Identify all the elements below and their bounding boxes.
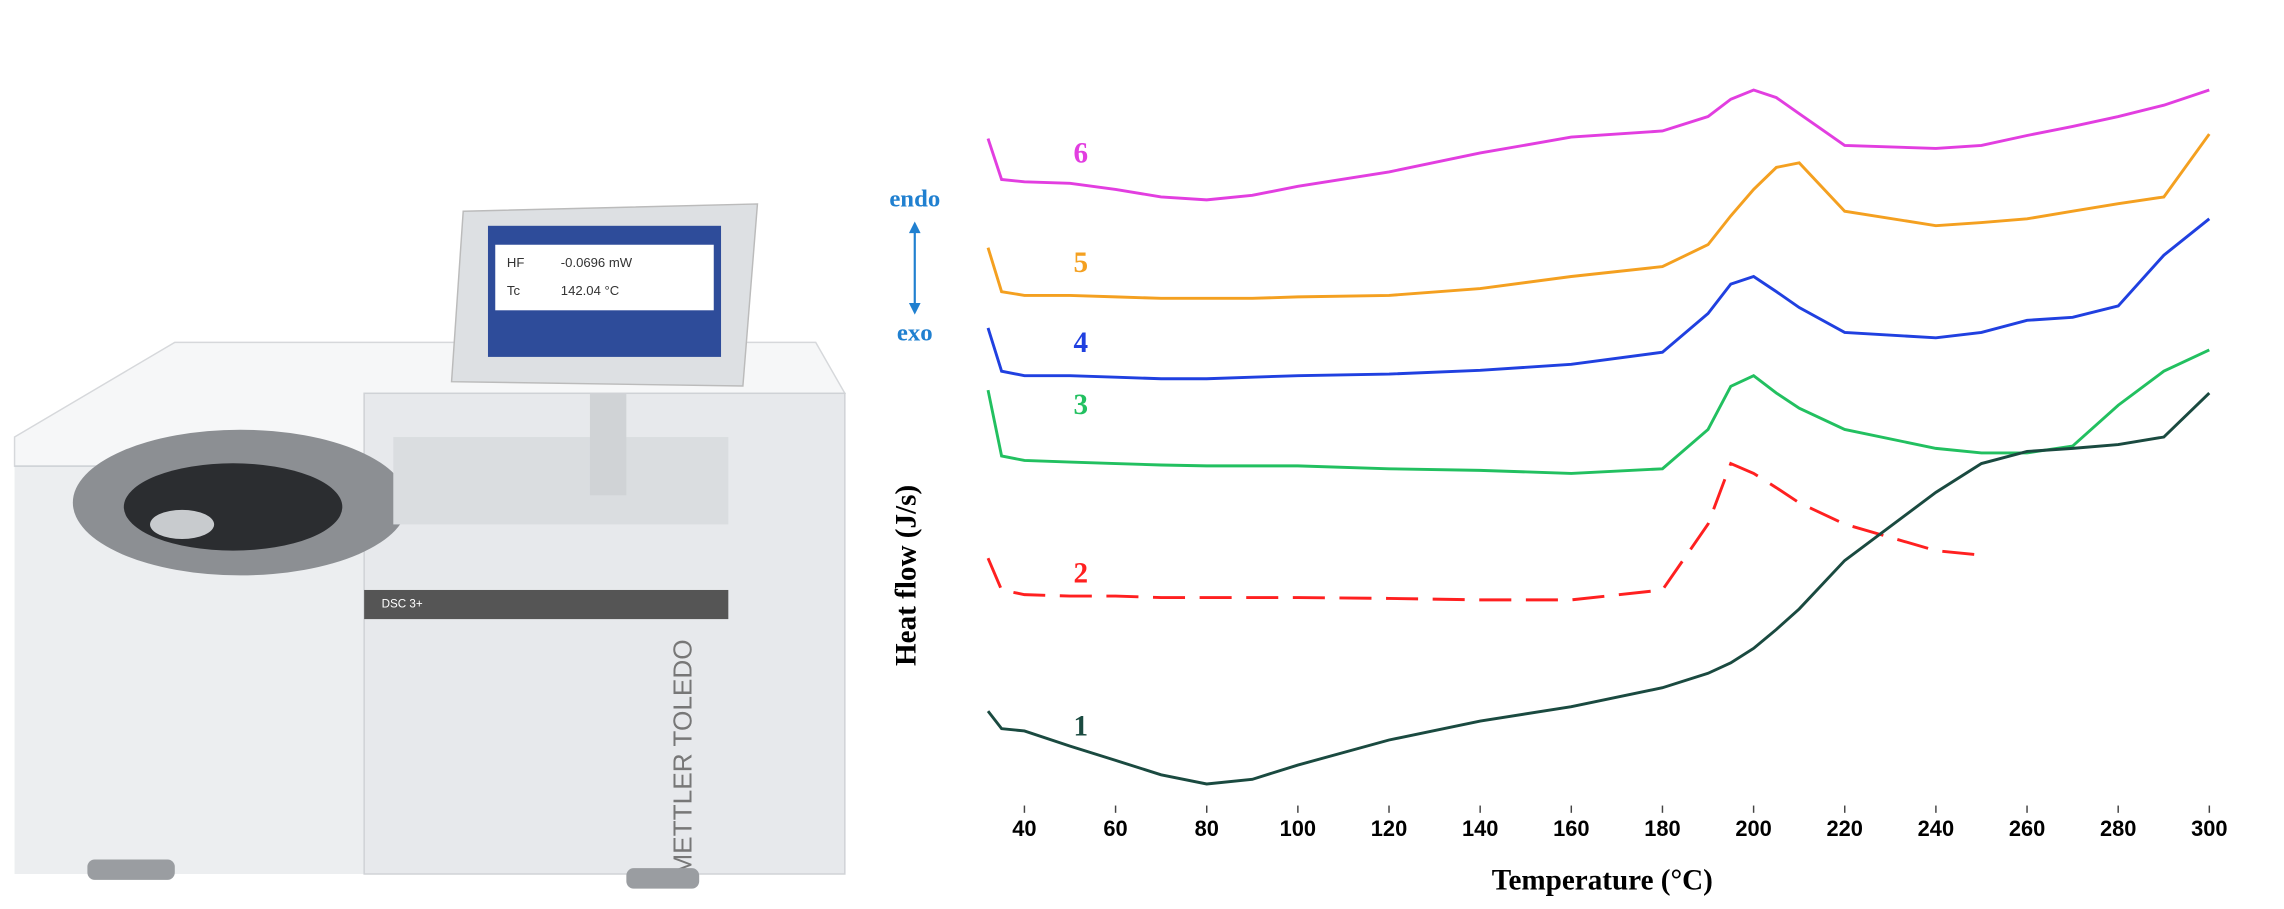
series-line (986, 88, 2210, 202)
screen-text: -0.0696 mW (561, 255, 633, 270)
x-tick-label: 240 (1918, 816, 1954, 841)
x-tick-label: 280 (2100, 816, 2136, 841)
annotation: endo (889, 186, 940, 213)
series-label: 2 (1074, 557, 1089, 589)
x-tick-label: 80 (1195, 816, 1219, 841)
cell (150, 509, 215, 539)
model-label: DSC 3+ (382, 598, 423, 611)
stand (589, 393, 627, 496)
x-tick-label: 100 (1280, 816, 1316, 841)
foot (87, 859, 175, 880)
screen-text: 142.04 °C (561, 283, 619, 298)
series-label: 5 (1074, 247, 1089, 279)
screen-text: HF (507, 255, 524, 270)
x-tick-label: 120 (1371, 816, 1407, 841)
arrow-head (908, 303, 921, 315)
x-tick-label: 160 (1553, 816, 1589, 841)
stripe (364, 589, 729, 620)
annotation: exo (897, 320, 933, 347)
series-label: 1 (1074, 710, 1089, 742)
arrow-head (908, 221, 921, 234)
instrument-photo: DSC 3+ HF -0.0696 mW Tc 142.04 °C METTLE… (13, 203, 847, 889)
foot (626, 868, 700, 889)
x-tick-label: 300 (2191, 816, 2227, 841)
brand: METTLER TOLEDO (668, 639, 698, 875)
x-tick-label: 60 (1103, 816, 1127, 841)
series-label: 4 (1074, 327, 1089, 359)
series-line (986, 133, 2211, 300)
x-axis-title: Temperature (°C) (1492, 864, 1713, 896)
series-line (986, 217, 2211, 381)
furnace (123, 463, 343, 551)
tray (393, 437, 729, 525)
x-tick-label: 140 (1462, 816, 1498, 841)
x-tick-label: 220 (1827, 816, 1863, 841)
y-axis-title: Heat flow (J/s) (891, 485, 923, 666)
screen-text: Tc (507, 283, 521, 298)
screen-panel (495, 244, 714, 311)
x-tick-label: 180 (1644, 816, 1680, 841)
series-line (986, 391, 2211, 786)
x-tick-label: 260 (2009, 816, 2045, 841)
series-line (986, 461, 1982, 602)
x-tick-label: 40 (1012, 816, 1036, 841)
series-label: 3 (1074, 389, 1089, 421)
x-tick-label: 200 (1735, 816, 1771, 841)
series-label: 6 (1074, 138, 1089, 170)
series-line (986, 348, 2210, 475)
